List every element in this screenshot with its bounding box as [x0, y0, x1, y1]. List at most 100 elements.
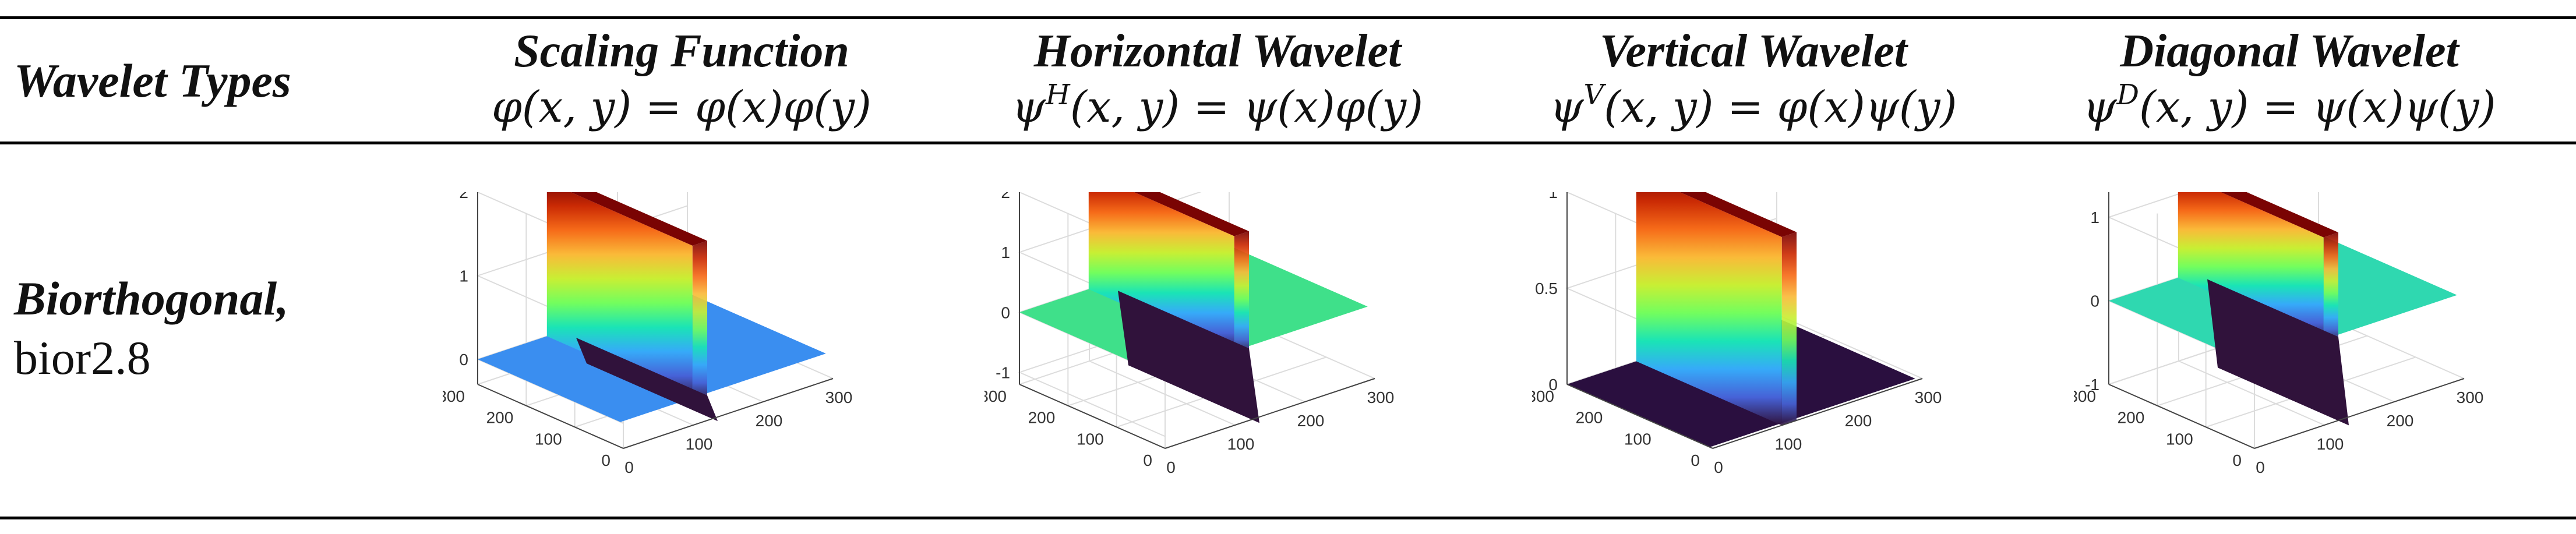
surface-ridge	[1636, 192, 1782, 426]
x-axis	[1165, 378, 1375, 449]
y-tick-label: 200	[1028, 409, 1056, 427]
header-horizontal-wavelet: Horizontal Wavelet ψH(x, y) = ψ(x)φ(y)	[955, 23, 1480, 140]
z-tick-label: 1	[1001, 243, 1010, 261]
y-tick-label: 200	[1576, 409, 1603, 427]
y-tick-label: 100	[535, 430, 562, 448]
surface-plot: 0 100 200 300 300 200 100 0 1 0 -1	[2074, 192, 2483, 476]
surface-ridge	[1088, 192, 1234, 353]
y-tick-label: 300	[984, 387, 1007, 405]
surface-ridge-top	[1134, 192, 1249, 236]
surface-ridge-front	[2323, 232, 2338, 342]
header-formula: ψD(x, y) = ψ(x)ψ(y)	[2027, 79, 2552, 135]
wavelet-name-label: bior2.8	[14, 331, 151, 384]
surface-ridge	[2178, 192, 2324, 342]
x-tick-label: 100	[1775, 435, 1802, 453]
y-tick-label: 0	[1143, 451, 1152, 469]
x-tick-label: 200	[2387, 412, 2414, 430]
plot-horizontal-wavelet: 0 100 200 300 300 200 100 0 2 1 0 -1	[984, 192, 1439, 507]
surface-dip	[1118, 291, 1259, 423]
x-tick-label: 100	[1227, 435, 1255, 453]
x-tick-label: 0	[2256, 458, 2265, 476]
z-tick-label: 0	[1001, 303, 1010, 321]
header-rule	[0, 142, 2576, 144]
z-tick-label: 2	[1001, 192, 1010, 201]
axes: 0 100 200 300 300 200 100 0 2 1 0	[443, 192, 852, 476]
z-tick-label: 1	[459, 267, 468, 285]
formula-psi: ψ	[1550, 82, 1584, 132]
formula-rest: (x, y) = ψ(x)φ(y)	[1070, 82, 1424, 132]
surface-ridge-front	[1781, 232, 1797, 426]
header-scaling-function: Scaling Function φ(x, y) = φ(x)φ(y)	[419, 23, 944, 140]
x-tick-label: 300	[1915, 388, 1942, 406]
z-tick-label: 0.5	[1535, 280, 1558, 298]
axes: 0 100 200 300 300 200 100 0 1 0 -1	[2074, 192, 2483, 476]
surface-ridge-top	[570, 192, 707, 246]
header-formula: ψH(x, y) = ψ(x)φ(y)	[955, 79, 1480, 135]
y-tick-label: 200	[2118, 409, 2145, 427]
plot-diagonal-wavelet: 0 100 200 300 300 200 100 0 1 0 -1	[2074, 192, 2528, 507]
header-title: Scaling Function	[514, 26, 849, 77]
y-tick-label: 0	[2232, 451, 2242, 469]
formula-psi: ψ	[2083, 82, 2117, 132]
top-rule	[0, 16, 2576, 19]
x-tick-label: 300	[825, 388, 853, 406]
surface-plot: 0 100 200 300 300 200 100 0 1 0.5 0	[1532, 192, 1942, 476]
x-tick-label: 0	[1166, 458, 1176, 476]
header-title: Vertical Wavelet	[1599, 26, 1908, 77]
header-title: Diagonal Wavelet	[2120, 26, 2459, 77]
x-tick-label: 100	[686, 435, 713, 453]
wavelet-family-label: Biorthogonal,	[14, 272, 289, 325]
formula-psi: ψ	[1011, 82, 1046, 132]
y-axis	[2108, 384, 2255, 449]
formula-rest: (x, y) = φ(x)ψ(y)	[1604, 82, 1957, 132]
z-tick-label: 0	[1548, 376, 1558, 394]
x-tick-label: 0	[624, 458, 634, 476]
surface-ridge-front	[1234, 231, 1249, 353]
x-tick-label: 200	[1845, 412, 1872, 430]
surface-dip	[2207, 279, 2349, 426]
header-formula: ψV(x, y) = φ(x)ψ(y)	[1491, 79, 2016, 135]
z-tick-label: 1	[2090, 208, 2099, 227]
z-tick-label: -1	[996, 363, 1010, 381]
z-tick-label: 0	[2090, 292, 2099, 310]
x-tick-label: 200	[756, 412, 783, 430]
x-axis	[1712, 378, 1923, 449]
x-tick-label: 0	[1714, 458, 1723, 476]
x-axis	[2254, 378, 2465, 449]
y-tick-label: 100	[2166, 430, 2193, 448]
y-tick-label: 300	[2074, 387, 2096, 405]
wavelet-types-header: Wavelet Types	[14, 54, 291, 107]
surface-dip	[576, 337, 718, 422]
y-tick-label: 300	[1532, 387, 1554, 405]
x-tick-label: 100	[2317, 435, 2344, 453]
axes: 0 100 200 300 300 200 100 0 2 1 0 -1	[984, 192, 1394, 476]
surface-plot: 0 100 200 300 300 200 100 0 2 1 0	[443, 192, 852, 476]
header-vertical-wavelet: Vertical Wavelet ψV(x, y) = φ(x)ψ(y)	[1491, 23, 2016, 140]
z-tick-label: 2	[459, 192, 468, 201]
surface-ridge-front	[692, 241, 707, 401]
surface-plot: 0 100 200 300 300 200 100 0 2 1 0 -1	[984, 192, 1394, 476]
y-tick-label: 100	[1077, 430, 1104, 448]
y-tick-label: 200	[486, 409, 514, 427]
formula-superscript: H	[1045, 79, 1070, 111]
y-tick-label: 0	[601, 451, 611, 469]
header-title: Horizontal Wavelet	[1033, 26, 1402, 77]
header-formula: φ(x, y) = φ(x)φ(y)	[492, 82, 871, 132]
y-axis	[1019, 384, 1166, 449]
x-axis	[623, 378, 834, 449]
plot-scaling-function: 0 100 200 300 300 200 100 0 2 1 0	[443, 192, 897, 507]
z-tick-label: -1	[2085, 376, 2099, 394]
x-tick-label: 300	[1367, 388, 1395, 406]
axes: 0 100 200 300 300 200 100 0 1 0.5 0	[1532, 192, 1942, 476]
bottom-rule	[0, 517, 2576, 519]
formula-superscript: D	[2116, 79, 2140, 111]
z-tick-label: 1	[1548, 192, 1558, 201]
grid-line	[1089, 360, 1236, 426]
x-tick-label: 300	[2457, 388, 2484, 406]
header-diagonal-wavelet: Diagonal Wavelet ψD(x, y) = ψ(x)ψ(y)	[2027, 23, 2552, 140]
y-tick-label: 300	[443, 387, 465, 405]
y-tick-label: 100	[1624, 430, 1652, 448]
plot-vertical-wavelet: 0 100 200 300 300 200 100 0 1 0.5 0	[1532, 192, 1986, 507]
y-axis	[477, 384, 624, 449]
surface-ridge-top	[1679, 192, 1797, 237]
